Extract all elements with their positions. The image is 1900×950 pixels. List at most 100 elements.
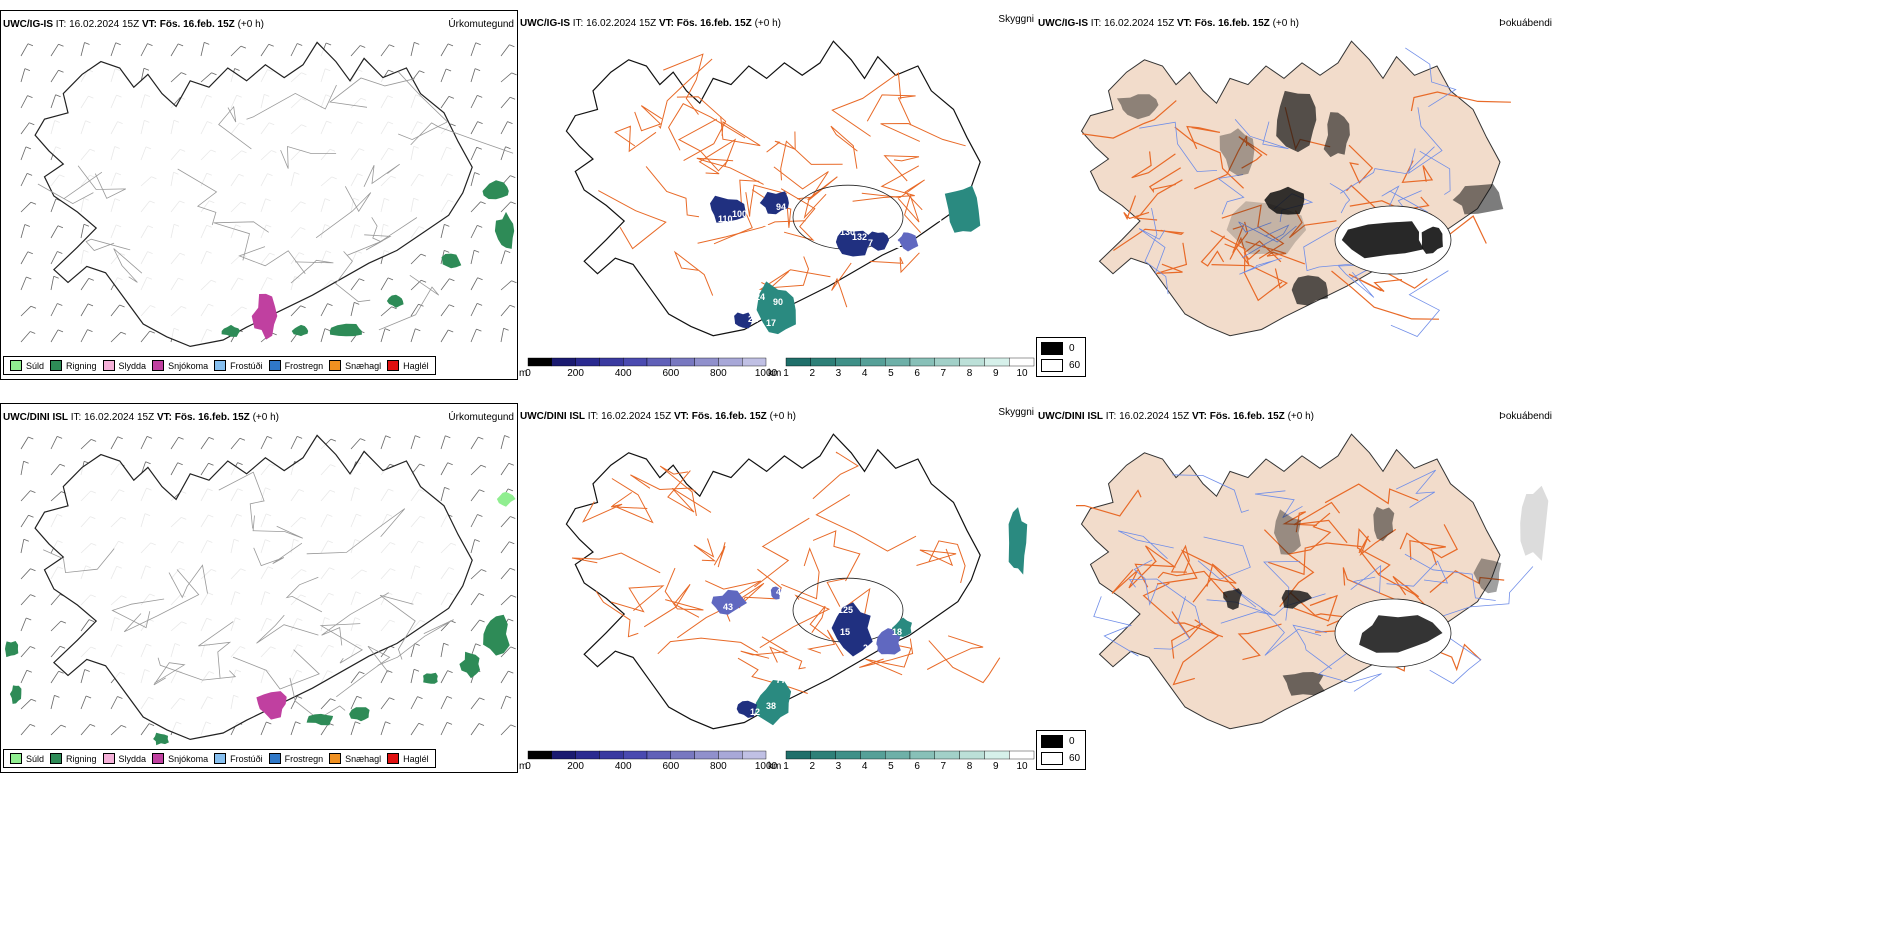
wind-barb bbox=[470, 225, 478, 239]
road-line bbox=[1348, 273, 1403, 293]
wind-barb bbox=[470, 303, 478, 317]
fog-legend-dini: 0 60 bbox=[1036, 730, 1086, 770]
wind-barb-flag bbox=[268, 43, 274, 47]
fog-area bbox=[1291, 275, 1328, 306]
wind-barb bbox=[470, 95, 478, 109]
wind-barb bbox=[50, 43, 59, 57]
road-line bbox=[290, 259, 334, 284]
wind-barb-flag bbox=[266, 436, 273, 439]
road-line bbox=[397, 71, 449, 141]
wind-barb bbox=[170, 72, 182, 83]
legend-label: Súld bbox=[26, 753, 45, 764]
wind-barb bbox=[440, 68, 447, 83]
wind-barb-flag bbox=[418, 722, 424, 726]
fog-area bbox=[1452, 184, 1504, 215]
wind-barb-flag bbox=[234, 68, 240, 71]
wind-barb-flag bbox=[143, 67, 150, 71]
road-line bbox=[676, 96, 727, 162]
legend-swatch bbox=[387, 753, 400, 764]
wind-barb-flag bbox=[477, 95, 483, 98]
fog-area bbox=[1359, 615, 1443, 653]
wind-barb bbox=[50, 198, 57, 213]
wind-barb bbox=[470, 723, 480, 736]
colorbar-bin-km bbox=[885, 750, 911, 760]
river-line bbox=[1172, 474, 1249, 513]
wind-barb-flag bbox=[388, 69, 394, 73]
road-line bbox=[897, 193, 922, 234]
road-line bbox=[1211, 264, 1288, 289]
fog-legend-label: 0 bbox=[1069, 343, 1075, 354]
wind-barb bbox=[350, 696, 358, 710]
colorbar-tick-km: 9 bbox=[993, 368, 999, 379]
wind-barb-flag bbox=[208, 462, 214, 466]
legend-item-snjókoma: Snjókoma bbox=[152, 753, 208, 764]
road-line bbox=[831, 262, 852, 308]
visibility-colorbar: m 0 200 400 600 800 1000 km 1 2 3 4 5 6 7 8 9 10 bbox=[518, 356, 1038, 380]
precip-panel-ig: UWC/IG-IS IT: 16.02.2024 15Z VT: Fös. 16… bbox=[0, 10, 518, 380]
wind-barb bbox=[440, 43, 449, 57]
valid-time: VT: Fös. 16.feb. 15Z bbox=[1191, 411, 1285, 422]
wind-barb bbox=[20, 617, 27, 632]
wind-barb-flag bbox=[28, 436, 34, 440]
road-line bbox=[1358, 549, 1420, 598]
wind-barb-flag bbox=[58, 670, 64, 674]
wind-barb-flag bbox=[60, 620, 67, 624]
colorbar-bin-m bbox=[718, 357, 743, 367]
visibility-value-label: 24 bbox=[755, 292, 765, 302]
wind-barb-flag bbox=[420, 279, 427, 283]
road-line bbox=[769, 646, 806, 670]
precip-area bbox=[423, 672, 438, 684]
visibility-value-label: 132 bbox=[852, 232, 867, 242]
panel-title: Þokuábendi bbox=[1499, 18, 1552, 29]
visibility-area bbox=[1008, 507, 1028, 575]
wind-barb bbox=[20, 224, 26, 239]
wind-barb-flag bbox=[508, 462, 514, 466]
colorbar-bin-km bbox=[860, 357, 886, 367]
wind-barb bbox=[50, 251, 58, 265]
panel-title: Skyggni bbox=[998, 14, 1034, 25]
river-line bbox=[1386, 560, 1449, 587]
colorbar-tick-m: 0 bbox=[525, 761, 531, 772]
lead-time: (+0 h) bbox=[769, 411, 796, 422]
wind-barb bbox=[380, 435, 386, 450]
road-line bbox=[780, 188, 816, 241]
road-line bbox=[1356, 527, 1391, 575]
river-line bbox=[1234, 119, 1289, 150]
wind-barb bbox=[470, 68, 476, 83]
wind-barb-flag bbox=[475, 42, 481, 46]
wind-barb bbox=[290, 721, 296, 736]
precip-area bbox=[251, 293, 278, 340]
legend-swatch bbox=[329, 360, 342, 371]
road-line bbox=[1293, 594, 1338, 622]
river-line bbox=[1292, 624, 1332, 670]
wind-barb-flag bbox=[420, 253, 427, 257]
road-line bbox=[1170, 544, 1190, 574]
wind-barb bbox=[380, 670, 388, 684]
wind-barb bbox=[440, 304, 450, 317]
wind-barb-flag bbox=[473, 249, 480, 253]
wind-barb bbox=[20, 95, 28, 109]
wind-barb-flag bbox=[177, 43, 184, 47]
wind-barb-flag bbox=[208, 437, 215, 440]
fog-map-dini bbox=[1076, 433, 1549, 730]
wind-barb-flag bbox=[57, 329, 64, 333]
wind-barb bbox=[80, 329, 88, 343]
wind-barb-flag bbox=[478, 593, 485, 596]
river-line bbox=[1329, 182, 1351, 214]
road-line bbox=[336, 645, 391, 698]
river-line bbox=[1239, 258, 1282, 275]
visibility-value-label: 110 bbox=[718, 214, 733, 224]
colorbar-bin-m bbox=[718, 750, 743, 760]
wind-barb bbox=[320, 303, 328, 317]
wind-barb bbox=[140, 723, 150, 736]
road-line bbox=[177, 168, 218, 226]
legend-label: Frostúði bbox=[230, 753, 263, 764]
visibility-value-label: 7 bbox=[868, 238, 873, 248]
wind-barb bbox=[410, 303, 419, 317]
visibility-map-dini: 43 4 125 15 200 18 77 38 12 bbox=[565, 433, 1028, 730]
legend-swatch bbox=[152, 753, 165, 764]
wind-barb-flag bbox=[23, 460, 29, 464]
legend-item-súld: Súld bbox=[10, 360, 44, 371]
wind-barb bbox=[170, 43, 179, 57]
wind-barb bbox=[80, 439, 92, 450]
